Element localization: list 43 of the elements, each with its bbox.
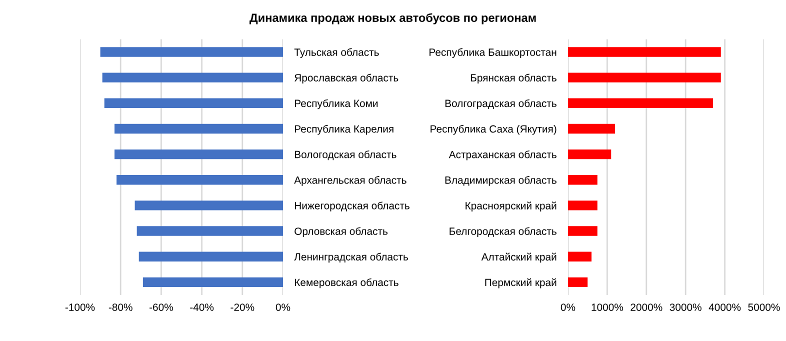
y-tick-label: Алтайский край: [481, 252, 556, 263]
y-tick-label: Орловская область: [294, 227, 388, 238]
x-tick-label: 0%: [276, 304, 290, 311]
text: Динамика продаж новых автобусов по регионам: [250, 13, 536, 24]
bar: [568, 124, 616, 134]
x-tick-label: 5000%: [748, 304, 780, 311]
x-tick-label: -20%: [230, 304, 254, 311]
y-tick-label: Республика Карелия: [294, 124, 394, 135]
y-tick-label: Ленинградская область: [294, 252, 408, 263]
bar: [568, 47, 721, 57]
y-tick-label: Волгоградская область: [445, 99, 556, 110]
y-tick-label: Республика Башкортостан: [430, 48, 556, 58]
y-tick-label: Ярославская область: [294, 74, 398, 84]
y-tick-label: Владимирская область: [445, 176, 556, 186]
y-tick-label: Республика Саха (Якутия): [430, 124, 556, 135]
bar: [568, 277, 588, 288]
x-tick-label: 2000%: [630, 304, 662, 311]
y-tick-label: Вологодская область: [294, 150, 396, 160]
x-tick-label: 4000%: [708, 304, 741, 311]
y-tick-label: Архангельская область: [294, 176, 406, 186]
bar: [568, 149, 612, 160]
x-tick-label: -60%: [150, 304, 173, 311]
y-tick-label: Белгородская область: [450, 227, 556, 238]
x-tick-label: -80%: [108, 304, 132, 311]
x-tick-label: 3000%: [670, 304, 702, 311]
bar: [568, 200, 598, 210]
bar: [568, 252, 592, 262]
x-tick-label: -100%: [65, 304, 95, 311]
y-tick-label: Брянская область: [470, 74, 556, 84]
y-tick-label: Пермский край: [485, 278, 556, 288]
bar: [568, 98, 714, 108]
bar: [568, 226, 598, 236]
y-tick-label: Красноярский край: [466, 202, 556, 212]
x-tick-label: 1000%: [592, 304, 624, 311]
y-tick-label: Кемеровская область: [294, 278, 398, 288]
y-tick-label: Нижегородская область: [294, 202, 410, 212]
y-tick-label: Республика Коми: [294, 99, 378, 110]
y-tick-label: Астраханская область: [448, 150, 556, 160]
bar: [568, 175, 598, 185]
x-tick-label: 0%: [560, 304, 576, 311]
x-tick-label: -40%: [190, 304, 214, 311]
bar: [568, 72, 721, 82]
y-tick-label: Тульская область: [294, 48, 379, 58]
